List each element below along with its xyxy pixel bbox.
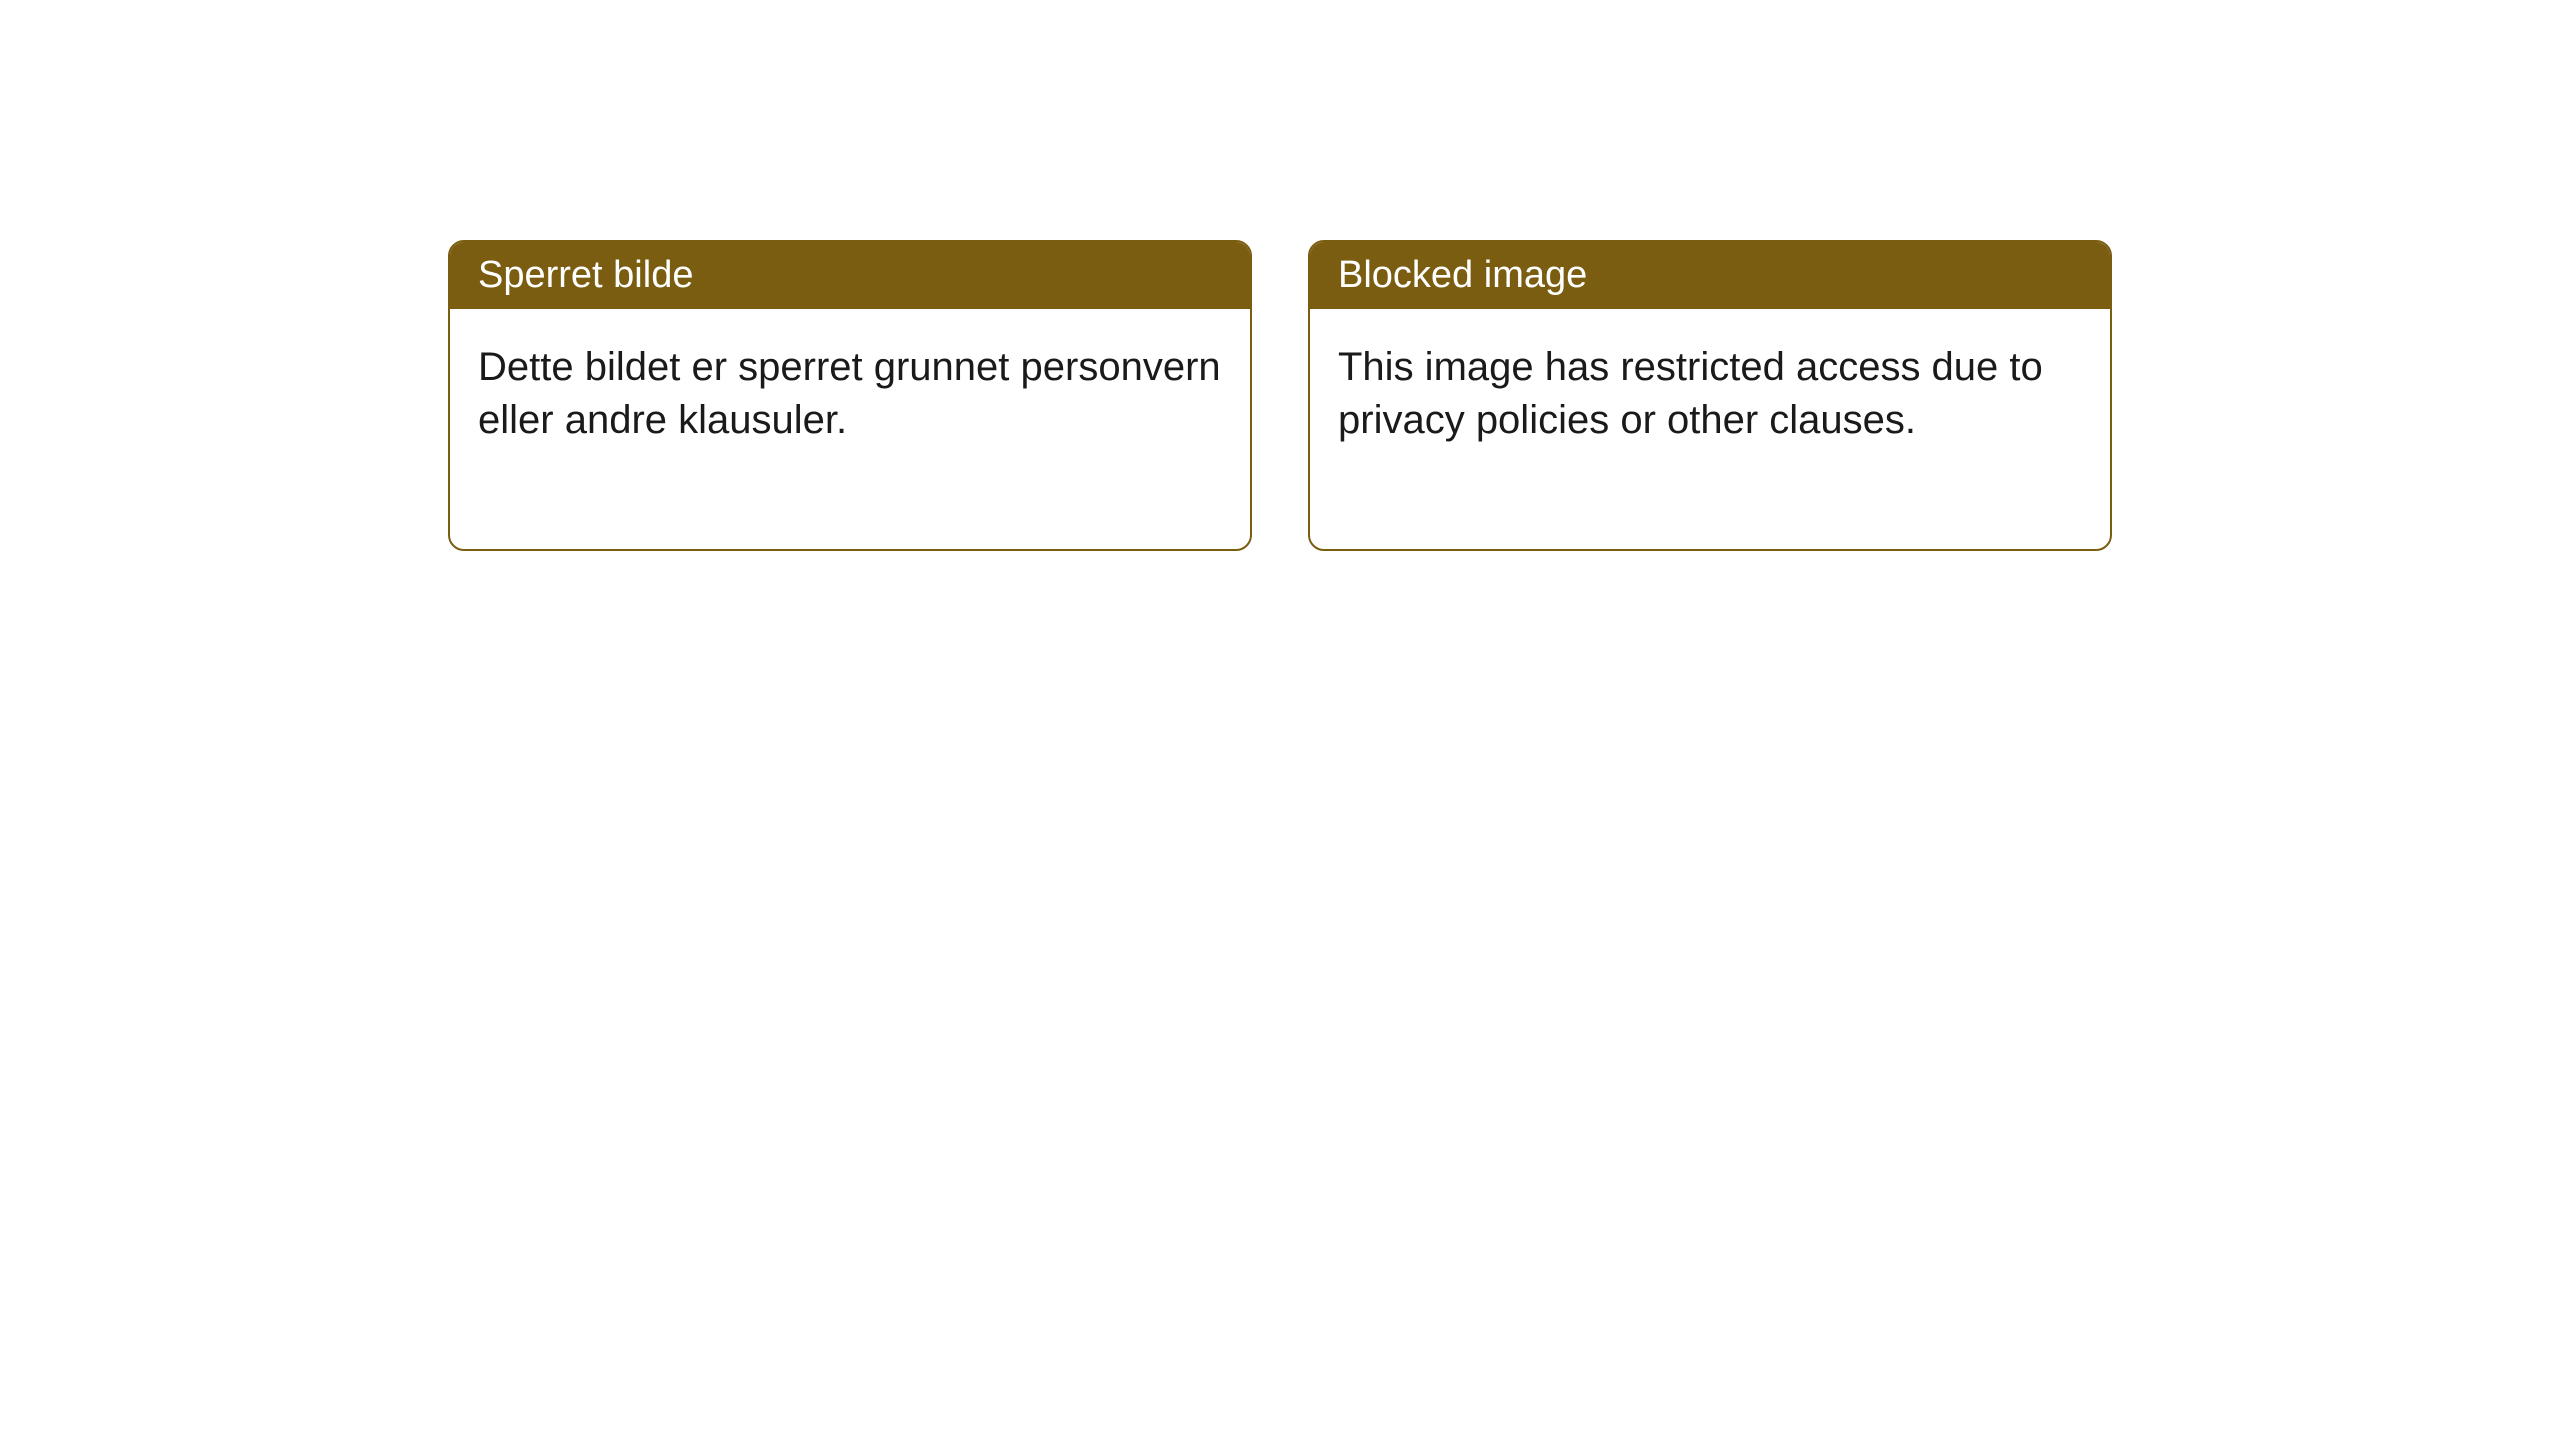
notice-body: This image has restricted access due to …: [1310, 309, 2110, 549]
notice-body-text: This image has restricted access due to …: [1338, 345, 2043, 442]
notice-box-english: Blocked image This image has restricted …: [1308, 240, 2112, 551]
notice-header: Blocked image: [1310, 242, 2110, 309]
notice-box-norwegian: Sperret bilde Dette bildet er sperret gr…: [448, 240, 1252, 551]
notice-body: Dette bildet er sperret grunnet personve…: [450, 309, 1250, 549]
notice-title: Blocked image: [1338, 254, 1587, 296]
notice-body-text: Dette bildet er sperret grunnet personve…: [478, 345, 1221, 442]
notice-title: Sperret bilde: [478, 254, 693, 296]
notice-container: Sperret bilde Dette bildet er sperret gr…: [448, 240, 2112, 551]
notice-header: Sperret bilde: [450, 242, 1250, 309]
